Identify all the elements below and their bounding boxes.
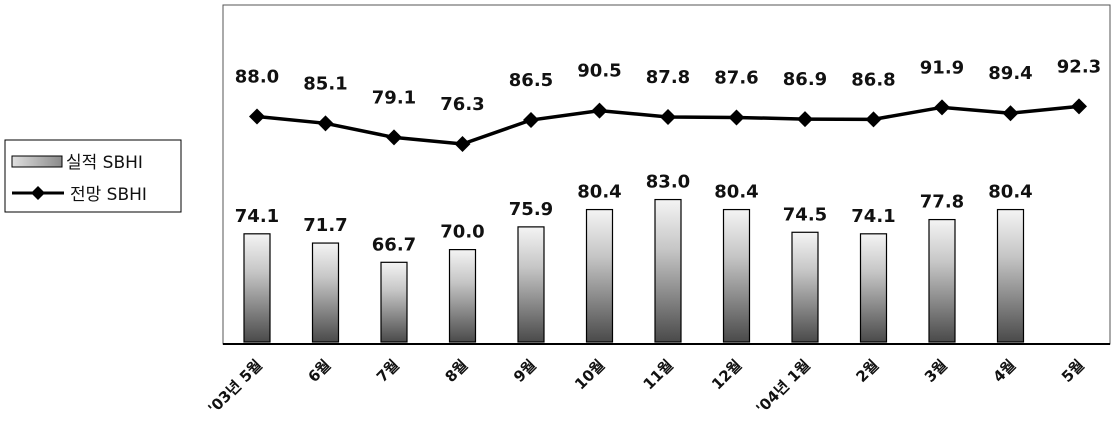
bar-value-label-10: 77.8 [920, 192, 964, 213]
line-value-label-2: 79.1 [372, 87, 416, 108]
x-tick-label-6: 11월 [640, 356, 677, 393]
line-marker-7 [728, 109, 745, 126]
bar-value-label-7: 80.4 [714, 182, 758, 203]
bar-6 [654, 198, 682, 343]
line-value-label-7: 87.6 [714, 67, 758, 88]
legend-bar-label: 실적 SBHI [66, 153, 143, 173]
line-marker-6 [660, 108, 676, 125]
bar-5 [585, 208, 614, 343]
bar-value-label-0: 74.1 [235, 206, 279, 227]
bar-2 [380, 261, 408, 343]
line-value-label-11: 89.4 [988, 63, 1032, 84]
x-tick-label-10: 3월 [921, 356, 951, 386]
line-value-label-8: 86.9 [783, 69, 827, 90]
line-marker-1 [317, 115, 334, 132]
legend: 실적 SBHI 전망 SBHI [4, 139, 182, 213]
legend-line-marker [31, 186, 45, 200]
bar-value-label-11: 80.4 [988, 182, 1032, 203]
line-marker-11 [1002, 105, 1019, 122]
line-marker-2 [386, 129, 402, 146]
x-tick-label-0: '03년 5월 [204, 356, 265, 417]
bar-8 [791, 231, 819, 343]
bar-11 [996, 208, 1025, 343]
x-tick-label-1: 6월 [304, 356, 334, 386]
line-marker-12 [1071, 98, 1087, 115]
bar-4 [517, 226, 545, 343]
line-value-label-10: 91.9 [920, 57, 964, 78]
line-value-label-9: 86.8 [851, 69, 895, 90]
line-value-label-0: 88.0 [235, 67, 279, 88]
x-tick-label-3: 8월 [441, 356, 471, 386]
bar-10 [928, 218, 956, 343]
bar-7 [722, 208, 751, 343]
x-tick-label-4: 9월 [510, 356, 540, 386]
bar-9 [859, 233, 888, 343]
x-tick-label-11: 4월 [989, 356, 1019, 386]
bar-3 [448, 249, 477, 343]
line-marker-4 [523, 112, 539, 129]
legend-line-label: 전망 SBHI [70, 185, 147, 205]
bar-value-label-8: 74.5 [783, 204, 827, 225]
line-value-label-1: 85.1 [303, 73, 347, 94]
line-marker-5 [591, 102, 608, 119]
line-value-label-4: 86.5 [509, 70, 553, 91]
x-tick-label-2: 7월 [373, 356, 403, 386]
bar-value-label-2: 66.7 [372, 234, 416, 255]
line-marker-9 [865, 111, 882, 128]
bar-value-label-5: 80.4 [577, 182, 621, 203]
line-value-label-6: 87.8 [646, 67, 690, 88]
line-marker-0 [249, 108, 265, 125]
bar-value-label-3: 70.0 [440, 222, 484, 243]
x-tick-label-9: 2월 [852, 356, 882, 386]
line-marker-10 [934, 99, 950, 116]
x-tick-label-7: 12월 [708, 356, 745, 393]
line-value-label-12: 92.3 [1057, 56, 1101, 77]
bar-value-label-4: 75.9 [509, 199, 553, 220]
bar-1 [311, 242, 340, 343]
line-marker-3 [454, 135, 471, 152]
bar-0 [243, 233, 271, 343]
bar-value-label-6: 83.0 [646, 172, 690, 193]
line-value-label-3: 76.3 [440, 94, 484, 115]
line-value-label-5: 90.5 [577, 61, 621, 82]
bar-value-label-9: 74.1 [851, 206, 895, 227]
x-tick-label-8: '04년 1월 [752, 356, 813, 417]
bar-value-label-1: 71.7 [303, 215, 347, 236]
legend-bar-swatch [11, 155, 63, 168]
legend-box [4, 139, 182, 213]
x-tick-label-12: 5월 [1058, 356, 1088, 386]
x-tick-label-5: 10월 [571, 356, 608, 393]
line-marker-8 [797, 111, 813, 128]
